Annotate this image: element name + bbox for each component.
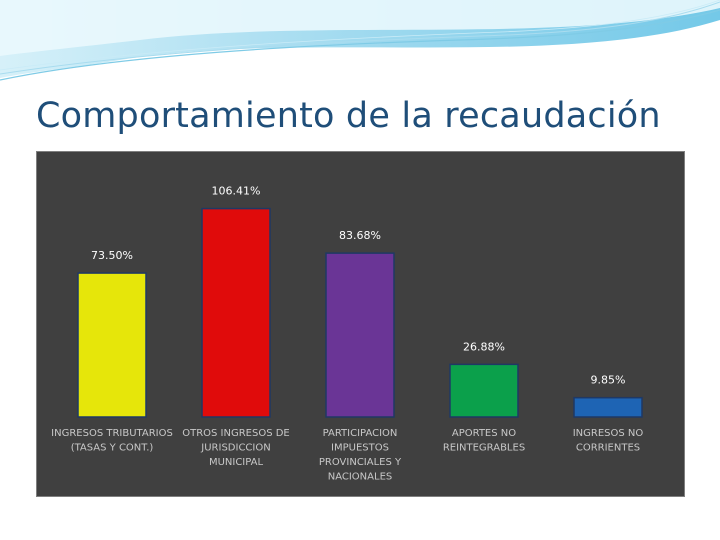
bar-value-label: 26.88% [463,340,505,353]
bar-2 [201,207,271,418]
bar-value-label: 106.41% [212,185,261,198]
header-swoosh-decoration [0,0,720,90]
bar-value-label: 83.68% [339,229,381,242]
category-label-line: APORTES NO [452,428,516,439]
category-label-line: MUNICIPAL [209,457,264,468]
category-label: INGRESOS NO CORRIENTES [573,428,644,454]
bar-3 [325,252,395,418]
category-label-line: PROVINCIALES Y [319,457,402,468]
category-label-line: IMPUESTOS [331,443,389,454]
chart-panel: 73.50% INGRESOS TRIBUTARIOS (TASAS Y CONT.… [36,151,685,497]
category-label-line: NACIONALES [328,472,393,483]
category-label-line: JURISDICCION [200,443,270,454]
category-label: INGRESOS TRIBUTARIOS (TASAS Y CONT.) [51,428,173,454]
bar-5 [573,396,643,418]
category-label-line: (TASAS Y CONT.) [71,443,154,454]
bar-chart: 73.50% INGRESOS TRIBUTARIOS (TASAS Y CONT.… [51,185,644,483]
category-label-line: OTROS INGRESOS DE [182,428,290,439]
category-label-line: INGRESOS NO [573,428,644,439]
category-label: PARTICIPACION IMPUESTOS PROVINCIALES Y NACI… [319,428,402,483]
category-label-line: CORRIENTES [576,443,640,454]
bar-value-label: 9.85% [591,374,626,387]
category-label-line: REINTEGRABLES [443,443,525,454]
category-label-line: PARTICIPACION [323,428,398,439]
category-label-line: INGRESOS TRIBUTARIOS [51,428,173,439]
slide-title: Comportamiento de la recaudación [36,96,661,136]
bar-1 [77,272,147,418]
category-label: OTROS INGRESOS DE JURISDICCION MUNICIPAL [182,428,290,468]
bar-4 [449,363,519,418]
category-label: APORTES NO REINTEGRABLES [443,428,525,454]
bar-value-label: 73.50% [91,249,133,262]
